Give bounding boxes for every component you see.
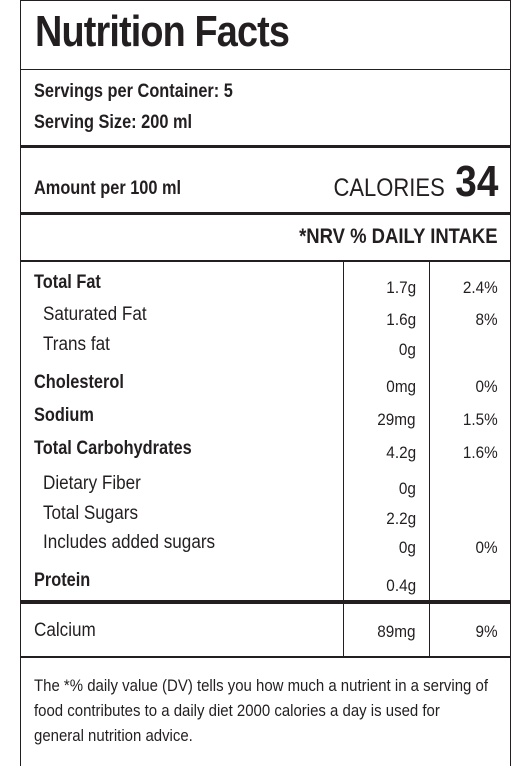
nutrient-name-sodium: Sodium <box>34 405 94 426</box>
nutrient-name-trans-fat: Trans fat <box>43 334 110 355</box>
nutrient-name-cholesterol: Cholesterol <box>34 372 124 393</box>
nutrient-percent-total-fat: 2.4% <box>463 278 498 297</box>
nutrient-amount-dietary-fiber: 0g <box>398 479 416 498</box>
label-title: Nutrition Facts <box>35 7 290 56</box>
nrv-header: *NRV % DAILY INTAKE <box>299 225 498 248</box>
nutrition-facts-label: Nutrition Facts Servings per Container: … <box>20 0 511 766</box>
nutrient-name-dietary-fiber: Dietary Fiber <box>43 473 141 494</box>
serving-size: Serving Size: 200 ml <box>34 112 193 133</box>
servings-divider <box>21 145 510 148</box>
nutrient-percent-added-sugars: 0% <box>475 538 498 557</box>
servings-per-container: Servings per Container: 5 <box>34 81 233 102</box>
nutrient-amount-trans-fat: 0g <box>398 340 416 359</box>
amount-per-label: Amount per 100 ml <box>34 178 182 199</box>
nutrient-percent-calcium: 9% <box>475 622 498 641</box>
nutrient-amount-calcium: 89mg <box>377 622 416 641</box>
nutrient-amount-cholesterol: 0mg <box>386 377 416 396</box>
calories-value: 34 <box>454 157 498 206</box>
nutrient-percent-total-carbohydrates: 1.6% <box>463 443 498 462</box>
calories-label: CALORIES <box>333 174 445 202</box>
calcium-divider <box>21 656 510 658</box>
nutrient-name-total-fat: Total Fat <box>34 272 101 293</box>
nutrient-name-saturated-fat: Saturated Fat <box>43 304 147 325</box>
nutrient-name-total-sugars: Total Sugars <box>43 503 139 524</box>
nutrient-amount-added-sugars: 0g <box>398 538 416 557</box>
nutrient-amount-total-sugars: 2.2g <box>386 509 416 528</box>
nutrient-amount-sodium: 29mg <box>377 410 416 429</box>
calories-divider <box>21 212 510 215</box>
nutrient-name-protein: Protein <box>34 570 91 591</box>
nutrient-percent-sodium: 1.5% <box>463 410 498 429</box>
amount-column-divider <box>343 261 344 657</box>
protein-divider <box>21 600 510 604</box>
nutrient-amount-saturated-fat: 1.6g <box>386 310 416 329</box>
nutrient-amount-protein: 0.4g <box>386 576 416 595</box>
nutrient-amount-total-fat: 1.7g <box>386 278 416 297</box>
nutrient-amount-total-carbohydrates: 4.2g <box>386 443 416 462</box>
nrv-divider <box>21 260 510 262</box>
nutrient-name-calcium: Calcium <box>34 620 96 641</box>
nutrient-name-total-carbohydrates: Total Carbohydrates <box>34 438 192 459</box>
calories-group: CALORIES 34 <box>333 157 498 207</box>
nutrient-percent-saturated-fat: 8% <box>475 310 498 329</box>
nutrient-percent-cholesterol: 0% <box>475 377 498 396</box>
title-divider <box>21 69 510 70</box>
footnote: The *% daily value (DV) tells you how mu… <box>34 676 489 745</box>
percent-column-divider <box>429 261 430 657</box>
nutrient-name-added-sugars: Includes added sugars <box>43 532 216 553</box>
